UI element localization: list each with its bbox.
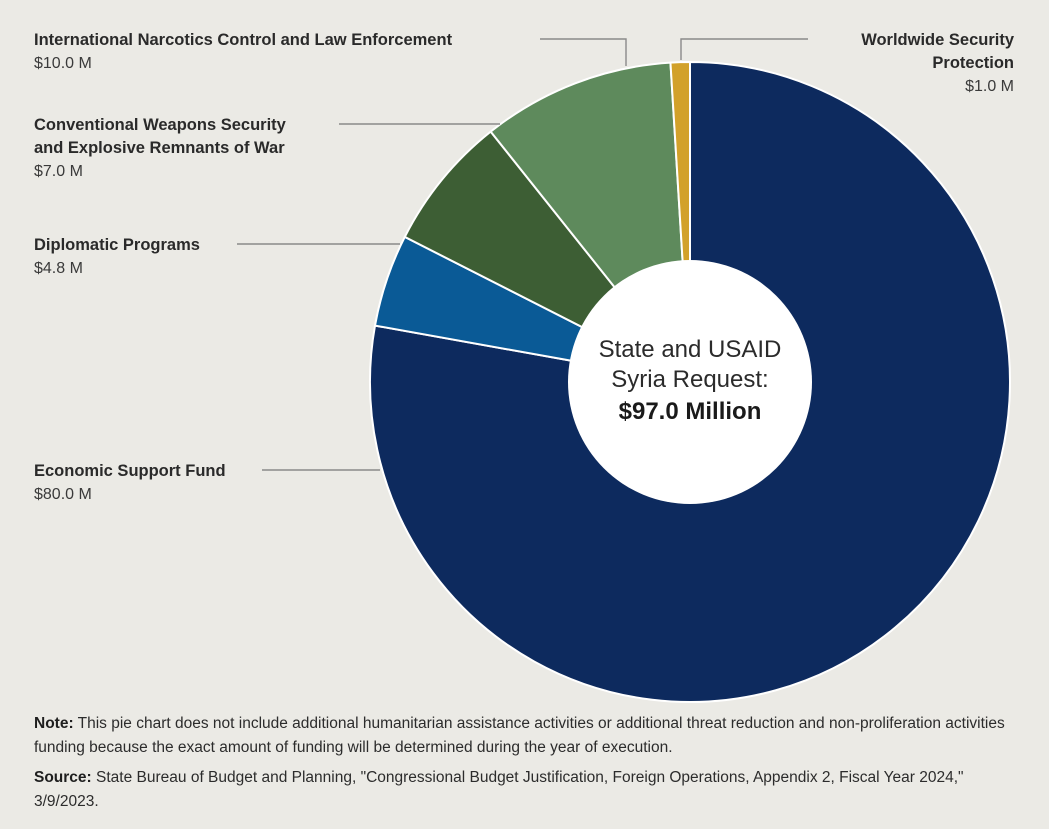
donut-chart: Economic Support Fund $80.0 M Diplomatic P… xyxy=(34,31,1015,703)
slice-labels: Economic Support Fund $80.0 M Diplomatic P… xyxy=(34,31,1015,503)
donut-slices xyxy=(369,60,1011,703)
slice-label-3-line-0: International Narcotics Control and Law … xyxy=(34,31,453,49)
center-label-line2: Syria Request: xyxy=(611,366,768,393)
leader-lines xyxy=(237,38,808,471)
center-total: $97.0 Million xyxy=(619,398,762,425)
slice-label-4-line-0: Worldwide Security xyxy=(861,31,1015,49)
leader-line-3 xyxy=(540,38,627,66)
chart-note: Note: This pie chart does not include ad… xyxy=(34,712,1024,760)
slice-value-4: $1.0 M xyxy=(965,78,1014,95)
chart-source: Source: State Bureau of Budget and Plann… xyxy=(34,766,1024,814)
note-label: Note: xyxy=(34,715,74,732)
slice-value-0: $80.0 M xyxy=(34,486,92,503)
slice-label-1-line-0: Diplomatic Programs xyxy=(34,236,200,254)
source-text: State Bureau of Budget and Planning, "Co… xyxy=(34,769,964,810)
slice-0 xyxy=(369,60,1011,703)
leader-line-4 xyxy=(680,38,808,60)
center-label-line1: State and USAID xyxy=(599,336,782,363)
slice-label-4-line-1: Protection xyxy=(932,54,1014,72)
source-label: Source: xyxy=(34,769,92,786)
slice-value-2: $7.0 M xyxy=(34,163,83,180)
note-text: This pie chart does not include addition… xyxy=(34,715,1005,756)
slice-label-2-line-1: and Explosive Remnants of War xyxy=(34,139,285,157)
donut-center-hole xyxy=(568,260,812,504)
slice-label-0-line-0: Economic Support Fund xyxy=(34,462,226,480)
slice-value-1: $4.8 M xyxy=(34,260,83,277)
slice-label-2-line-0: Conventional Weapons Security xyxy=(34,116,287,134)
slice-value-3: $10.0 M xyxy=(34,55,92,72)
